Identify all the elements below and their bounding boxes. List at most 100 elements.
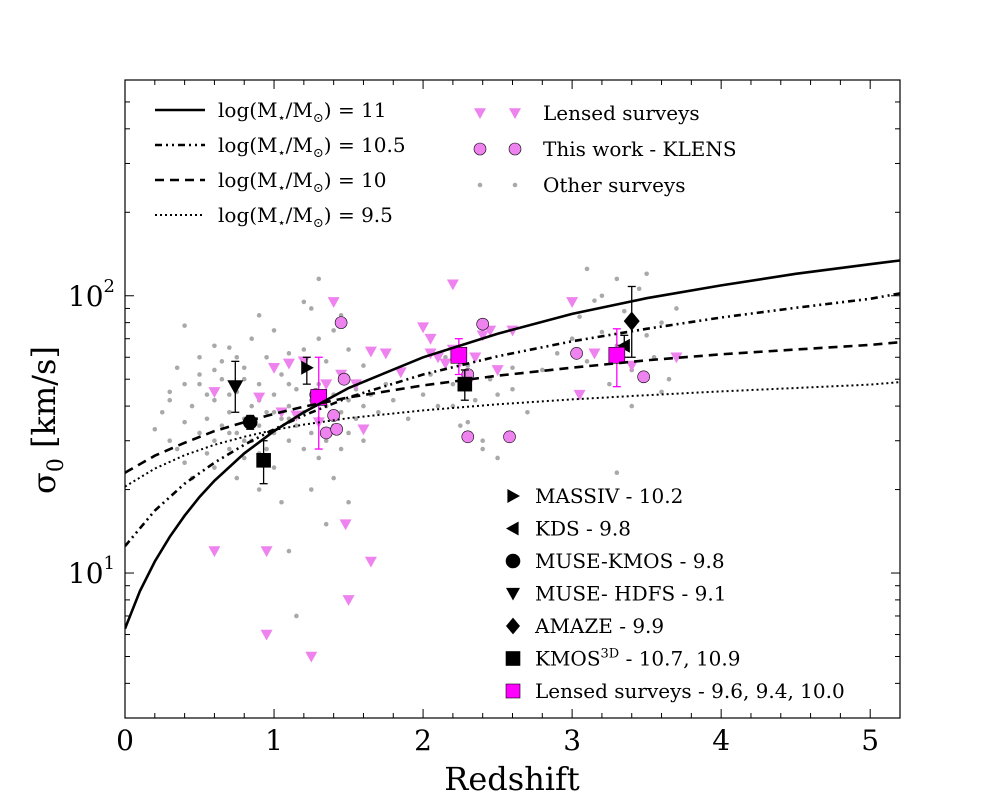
legend-curve-label: log(M⋆/M⊙) = 11 bbox=[218, 98, 387, 126]
other-survey-point bbox=[197, 430, 202, 436]
legend-curve-label: log(M⋆/M⊙) = 10.5 bbox=[218, 133, 406, 161]
other-survey-point bbox=[592, 298, 597, 303]
other-survey-point bbox=[212, 465, 217, 470]
lensed-survey-point bbox=[208, 387, 221, 398]
other-survey-point bbox=[256, 313, 262, 318]
lensed-survey-point bbox=[469, 352, 482, 364]
other-survey-point bbox=[316, 336, 322, 342]
lensed-survey-point bbox=[357, 424, 370, 436]
legend-label-part: log(M bbox=[218, 98, 278, 122]
x-tick-label: 1 bbox=[265, 724, 283, 757]
other-survey-point bbox=[219, 376, 225, 382]
other-survey-point bbox=[182, 419, 187, 425]
other-survey-point bbox=[271, 409, 277, 415]
klens-point bbox=[503, 430, 516, 444]
lensed-survey-point bbox=[439, 358, 452, 370]
legend-sample-name: MUSE- HDFS - 9.1 bbox=[535, 582, 726, 606]
other-survey-point bbox=[197, 354, 202, 360]
legend-label-part: /M bbox=[286, 168, 313, 192]
kmos3d-point bbox=[256, 453, 271, 468]
other-survey-point bbox=[241, 455, 247, 461]
other-survey-point bbox=[465, 419, 471, 425]
other-survey-point bbox=[443, 354, 448, 360]
x-tick-label: 4 bbox=[712, 724, 730, 757]
other-survey-point bbox=[301, 347, 307, 352]
legend-marker-triangle-left bbox=[506, 521, 519, 536]
other-survey-point bbox=[227, 392, 232, 397]
other-survey-point bbox=[227, 446, 232, 452]
other-survey-point bbox=[390, 397, 396, 403]
other-survey-point bbox=[219, 359, 225, 364]
legend-sample-label: Lensed surveys - 9.6, 9.4, 10.0 bbox=[535, 679, 845, 703]
other-survey-point bbox=[577, 314, 582, 320]
other-survey-point bbox=[346, 499, 351, 505]
other-survey-point bbox=[234, 354, 240, 360]
other-survey-point bbox=[152, 426, 158, 432]
other-survey-point bbox=[540, 367, 545, 373]
other-survey-point bbox=[621, 308, 627, 314]
other-survey-point bbox=[376, 409, 381, 415]
klens-point bbox=[637, 370, 650, 384]
lensed-survey-point bbox=[327, 297, 340, 308]
other-survey-point bbox=[182, 323, 187, 328]
other-survey-point bbox=[666, 376, 672, 382]
legend-label-part: ) = 10 bbox=[324, 168, 387, 192]
lensed-survey-point bbox=[670, 352, 683, 364]
other-survey-point bbox=[227, 430, 232, 436]
other-survey-point bbox=[607, 381, 612, 387]
lensed-survey-point bbox=[260, 629, 273, 641]
other-survey-point bbox=[256, 423, 262, 428]
other-survey-point bbox=[644, 333, 649, 338]
other-survey-point bbox=[599, 293, 605, 299]
legend-survey-label: Other surveys bbox=[543, 173, 685, 197]
lensed-survey-point bbox=[394, 367, 407, 379]
other-survey-point bbox=[264, 446, 269, 452]
other-survey-point bbox=[405, 416, 411, 422]
other-survey-point bbox=[174, 446, 180, 452]
lensed-survey-point bbox=[431, 352, 444, 364]
other-survey-point bbox=[614, 470, 620, 476]
lensed-survey-point bbox=[491, 365, 504, 376]
klens-point bbox=[327, 409, 340, 422]
other-survey-point bbox=[219, 423, 225, 428]
muse_kmos-point bbox=[242, 414, 258, 430]
legend-sample-label: MASSIV - 10.2 bbox=[535, 484, 683, 508]
legend-label-sub: ⊙ bbox=[313, 216, 324, 231]
lensed-survey-point bbox=[446, 279, 459, 291]
legend-sample-label: KDS - 9.8 bbox=[535, 517, 631, 541]
other-survey-point bbox=[599, 329, 605, 335]
curve-dashed bbox=[125, 340, 900, 474]
lensed-survey-point bbox=[424, 333, 437, 345]
legend-marker-dot bbox=[512, 182, 518, 188]
other-survey-point bbox=[614, 276, 620, 282]
other-survey-point bbox=[189, 403, 195, 409]
other-survey-point bbox=[659, 389, 664, 395]
legend-label-sub: ⊙ bbox=[313, 181, 324, 196]
klens-point bbox=[461, 430, 475, 444]
other-survey-point bbox=[234, 430, 240, 436]
legend-survey-label: Lensed surveys bbox=[543, 101, 700, 125]
other-survey-point bbox=[279, 416, 284, 422]
y-tick-label-exp: 1 bbox=[104, 553, 115, 574]
other-survey-point bbox=[569, 336, 575, 342]
other-survey-point bbox=[346, 430, 351, 436]
other-survey-point bbox=[174, 365, 180, 371]
lensed-survey-point bbox=[268, 362, 281, 374]
other-survey-point bbox=[286, 403, 292, 409]
other-survey-point bbox=[480, 438, 485, 444]
other-survey-point bbox=[308, 306, 314, 311]
legend-sample-label: MUSE-KMOS - 9.8 bbox=[535, 549, 725, 573]
legend-label-part: ) = 9.5 bbox=[324, 203, 393, 227]
other-survey-point bbox=[331, 328, 336, 333]
other-survey-point bbox=[659, 320, 664, 325]
lensed-mean-point bbox=[608, 346, 626, 364]
lensed-survey-point bbox=[573, 389, 586, 401]
lensed-survey-point bbox=[625, 360, 638, 372]
legend-marker-triangle-down bbox=[474, 108, 486, 119]
other-survey-point bbox=[450, 403, 456, 409]
other-survey-point bbox=[286, 438, 292, 444]
legend-sample-name: Lensed surveys - 9.6, 9.4, 10.0 bbox=[535, 679, 845, 703]
lensed-survey-point bbox=[417, 322, 430, 334]
